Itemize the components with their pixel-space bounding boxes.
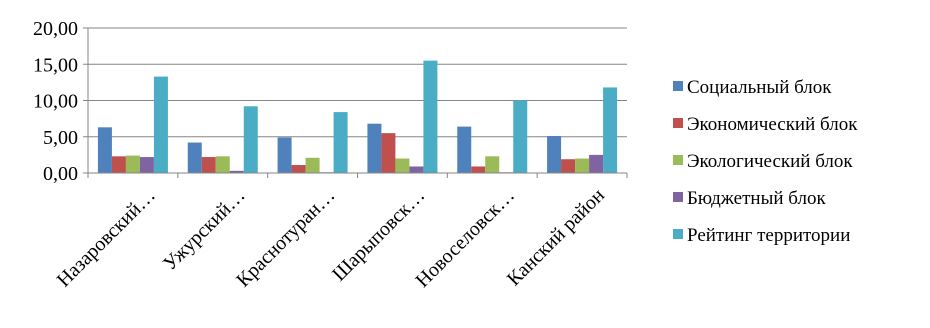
bar (111, 156, 126, 173)
legend-item: Рейтинг территории (673, 225, 850, 246)
y-tick-label: 5,00 (43, 127, 78, 149)
bar (395, 158, 410, 173)
bar (229, 170, 244, 173)
legend-label: Социальный блок (687, 77, 832, 98)
bar (187, 142, 202, 173)
bar (575, 158, 590, 173)
gridlines (88, 27, 627, 138)
bar (471, 166, 486, 173)
legend-swatch (673, 229, 683, 239)
bar (589, 154, 604, 173)
bar (547, 136, 562, 173)
bar (513, 100, 528, 173)
bar (409, 166, 424, 173)
bar (243, 106, 258, 173)
category-label: Шарыповск… (328, 184, 429, 285)
y-tick-labels: 0,00 5,00 10,00 15,00 20,00 (33, 18, 78, 185)
legend-item: Социальный блок (673, 77, 832, 98)
bar (367, 123, 382, 173)
bar (423, 60, 438, 173)
category-label: Назаровский… (53, 184, 160, 291)
bar (291, 165, 306, 173)
y-tick-label: 20,00 (33, 18, 78, 40)
legend-item: Экономический блок (673, 114, 858, 135)
bar (277, 137, 292, 173)
legend-label: Экологический блок (687, 151, 853, 172)
bar (485, 156, 500, 173)
category-labels: Назаровский… Ужурский…Краснотуран…Шарыпов… (53, 184, 609, 292)
legend-label: Бюджетный блок (687, 188, 826, 209)
legend-item: Бюджетный блок (673, 188, 826, 209)
legend-swatch (673, 155, 683, 165)
bar (457, 126, 472, 173)
legend: Социальный блок Экономический блок Экологи… (673, 77, 858, 246)
legend-label: Рейтинг территории (687, 225, 850, 246)
bars (97, 60, 618, 173)
legend-swatch (673, 81, 683, 91)
bar (381, 133, 396, 173)
bar (125, 155, 140, 173)
legend-swatch (673, 192, 683, 202)
bar (603, 87, 618, 173)
bar (139, 157, 154, 173)
bar (305, 157, 320, 173)
bar (215, 156, 230, 173)
bar (201, 157, 216, 173)
y-tick-label: 10,00 (33, 91, 78, 113)
legend-item: Экологический блок (673, 151, 853, 172)
legend-swatch (673, 118, 683, 128)
y-tick-label: 0,00 (43, 163, 78, 185)
bar (561, 159, 576, 173)
bar (97, 127, 112, 173)
bar (153, 76, 168, 173)
axes (83, 27, 628, 178)
legend-label: Экономический блок (687, 114, 858, 135)
category-label: Ужурский… (159, 184, 250, 275)
y-tick-label: 15,00 (33, 54, 78, 76)
bar (333, 112, 348, 173)
